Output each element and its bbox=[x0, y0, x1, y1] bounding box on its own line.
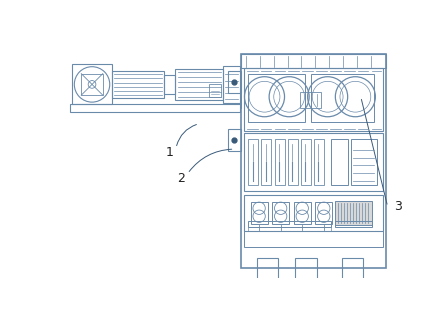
Bar bbox=[294, 202, 311, 224]
Bar bbox=[335, 221, 373, 227]
Bar bbox=[311, 74, 374, 122]
Bar bbox=[341, 258, 363, 290]
Bar bbox=[351, 139, 377, 185]
Bar bbox=[245, 133, 383, 192]
FancyArrowPatch shape bbox=[189, 149, 232, 172]
Bar bbox=[288, 139, 297, 185]
Bar bbox=[175, 69, 223, 100]
Bar bbox=[248, 139, 258, 185]
Bar bbox=[315, 202, 332, 224]
Bar bbox=[314, 139, 324, 185]
FancyArrowPatch shape bbox=[177, 124, 196, 146]
Bar bbox=[245, 232, 383, 247]
Bar bbox=[262, 139, 271, 185]
Bar bbox=[295, 258, 317, 290]
Text: 1: 1 bbox=[166, 146, 174, 159]
Text: 3: 3 bbox=[394, 200, 402, 213]
FancyArrowPatch shape bbox=[361, 100, 387, 204]
Bar bbox=[242, 54, 386, 68]
Text: 2: 2 bbox=[178, 172, 185, 185]
Bar bbox=[331, 139, 348, 185]
Bar bbox=[71, 105, 240, 112]
Bar bbox=[209, 85, 222, 97]
Bar bbox=[257, 258, 278, 290]
Bar bbox=[227, 71, 242, 93]
Bar bbox=[112, 71, 164, 98]
Bar bbox=[245, 68, 383, 131]
Bar bbox=[242, 54, 386, 268]
Bar bbox=[301, 139, 311, 185]
Bar bbox=[251, 202, 268, 224]
Bar bbox=[248, 227, 331, 232]
Bar bbox=[227, 129, 242, 151]
Bar bbox=[223, 66, 240, 103]
Bar bbox=[81, 74, 103, 95]
Bar bbox=[248, 74, 305, 122]
Bar bbox=[72, 64, 112, 105]
Bar bbox=[335, 201, 373, 225]
Bar bbox=[272, 202, 289, 224]
Bar bbox=[300, 92, 321, 108]
Bar bbox=[248, 221, 331, 227]
Bar bbox=[274, 139, 285, 185]
Bar bbox=[164, 75, 175, 94]
Bar bbox=[245, 194, 383, 232]
